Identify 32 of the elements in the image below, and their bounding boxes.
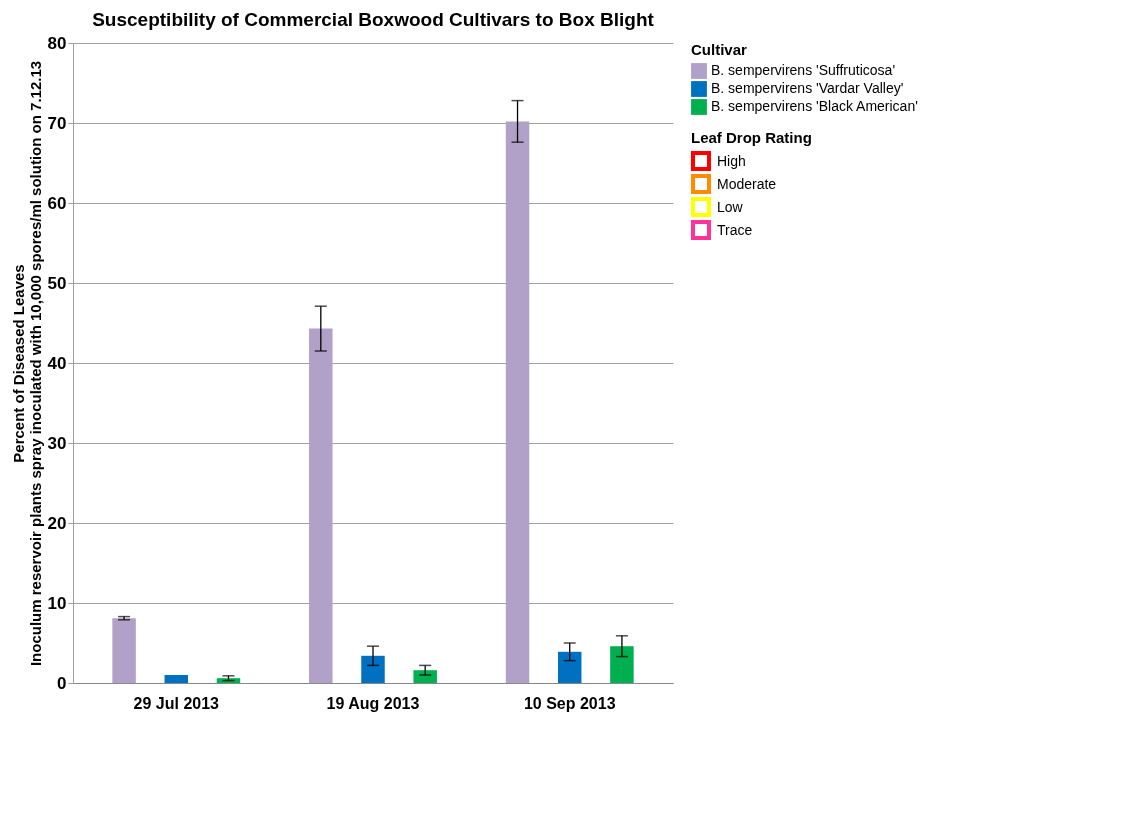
y-tick-label: 80	[47, 33, 67, 53]
bar	[610, 646, 634, 683]
y-tick-label: 60	[47, 193, 67, 213]
legend-title: Cultivar	[691, 41, 748, 58]
bar	[112, 618, 136, 683]
y-axis-title: Percent of Diseased Leaves	[9, 264, 27, 463]
x-tick-label: 29 Jul 2013	[133, 694, 220, 712]
bar	[309, 328, 333, 683]
legend-label: B. sempervirens 'Black American'	[711, 98, 918, 114]
legend-label: B. sempervirens 'Vardar Valley'	[711, 80, 904, 96]
y-tick-label: 40	[47, 353, 67, 373]
text: Trace	[717, 222, 753, 238]
x-tick-label: 10 Sep 2013	[523, 694, 616, 712]
bar	[361, 655, 385, 683]
text: Low	[717, 199, 743, 215]
y-tick-label: 20	[47, 513, 67, 533]
text: High	[717, 153, 746, 169]
x-tick-label: 19 Aug 2013	[326, 694, 420, 712]
chart-title: Susceptibility of Commercial Boxwood Cultivars to Box Blight	[92, 9, 655, 30]
text: Inoculum reservoir plants spray inoculated with 10,000 spores/ml solution on 7.12.13	[26, 60, 44, 667]
y-tick-label: 10	[47, 593, 67, 613]
bar	[557, 651, 582, 683]
bar	[505, 121, 530, 683]
y-tick-label: 30	[47, 433, 67, 453]
bar	[164, 675, 189, 683]
text: Leaf Drop Rating	[691, 129, 812, 146]
bar	[413, 670, 437, 683]
y-tick-label: 50	[47, 273, 67, 293]
y-tick-label: 70	[47, 113, 67, 133]
text: Moderate	[717, 176, 777, 192]
legend-label: B. sempervirens 'Suffruticosa'	[711, 62, 896, 78]
y-tick-label: 0	[57, 673, 67, 693]
